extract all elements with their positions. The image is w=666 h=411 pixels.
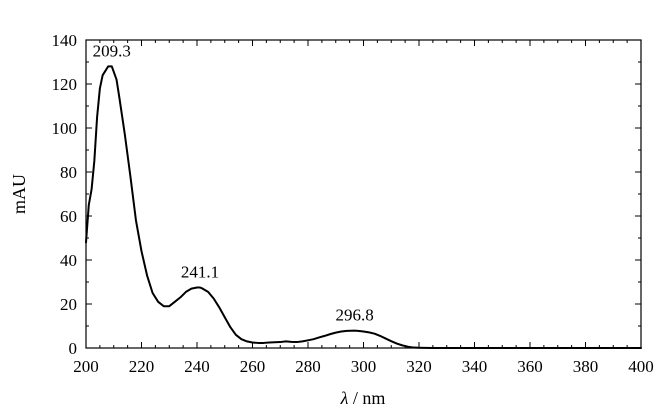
- x-tick-label: 220: [129, 357, 155, 376]
- y-tick-label: 100: [52, 119, 78, 138]
- peak-label: 296.8: [335, 306, 373, 325]
- x-tick-label: 300: [351, 357, 377, 376]
- y-axis: 0 20 40 60 80 100 120 140: [52, 31, 641, 358]
- x-tick-label: 260: [240, 357, 266, 376]
- y-tick-label: 0: [69, 339, 78, 358]
- peak-annotations: 209.3 241.1 296.8: [93, 41, 374, 324]
- y-tick-label: 60: [60, 207, 77, 226]
- y-tick-label: 80: [60, 163, 77, 182]
- x-tick-label: 380: [573, 357, 599, 376]
- y-tick-label: 120: [52, 75, 78, 94]
- peak-label: 209.3: [93, 41, 131, 60]
- x-tick-label: 340: [462, 357, 488, 376]
- y-tick-label: 20: [60, 295, 77, 314]
- x-tick-label: 280: [295, 357, 321, 376]
- x-tick-label: 360: [517, 357, 543, 376]
- x-tick-label: 320: [406, 357, 432, 376]
- plot-frame: [85, 39, 642, 349]
- x-tick-label: 240: [184, 357, 210, 376]
- y-tick-label: 140: [52, 31, 78, 50]
- x-axis-title: λ / nm: [340, 388, 386, 408]
- x-axis-title-unit: / nm: [348, 388, 385, 408]
- x-tick-label: 200: [73, 357, 99, 376]
- x-axis: 200 220 240 260 280 300 320 340 360 380 400: [73, 40, 654, 376]
- peak-label: 241.1: [181, 263, 219, 282]
- y-tick-label: 40: [60, 251, 77, 270]
- y-axis-title: mAU: [9, 174, 29, 214]
- absorbance-series-line: [85, 65, 642, 349]
- x-tick-label: 400: [628, 357, 654, 376]
- x-axis-title-symbol: λ: [340, 388, 349, 408]
